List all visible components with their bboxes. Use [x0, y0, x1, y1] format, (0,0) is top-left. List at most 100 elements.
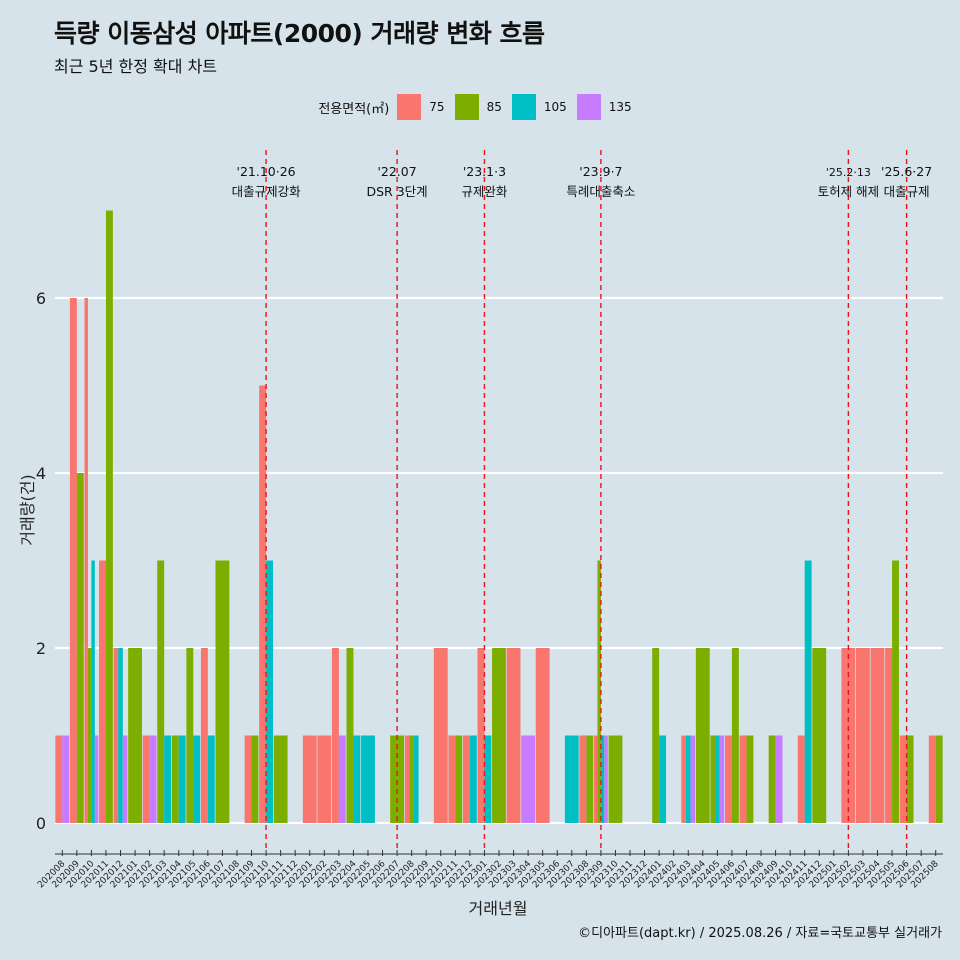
bar-105-202309 [600, 735, 605, 823]
bar-105-202411 [804, 560, 812, 823]
bar-135-202405 [719, 735, 725, 823]
bar-105-202307 [564, 735, 579, 823]
legend-item-105: 105 [511, 94, 567, 120]
bar-75-202303 [506, 648, 521, 823]
bar-105-202010 [91, 560, 95, 823]
bar-75-202211 [448, 735, 456, 823]
bar-75-202508 [928, 735, 936, 823]
bar-85-202505 [892, 560, 899, 823]
y-tick-label: 4 [36, 464, 46, 483]
x-axis-label: 거래년월 [469, 899, 528, 918]
bar-75-202305 [535, 648, 550, 823]
bar-75-202011 [99, 560, 106, 823]
bar-85-202010 [87, 648, 92, 823]
bar-75-202008 [55, 735, 63, 823]
event-label: 특례대출축소 [566, 184, 635, 199]
event-date: '25.2·13 [826, 166, 871, 179]
bar-75-202505 [885, 648, 893, 823]
chart-title: 득량 이동삼성 아파트(2000) 거래량 변화 흐름 [54, 19, 545, 48]
bar-135-202012 [122, 735, 128, 823]
bar-85-202103 [157, 560, 165, 823]
bar-75-202406 [725, 735, 732, 823]
event-date: '23.9·7 [579, 164, 622, 179]
bar-85-202401 [652, 648, 660, 823]
bar-85-202105 [186, 648, 194, 823]
bar-85-202405 [710, 735, 716, 823]
bar-105-202103 [164, 735, 172, 823]
bar-85-202508 [935, 735, 943, 823]
bar-85-202310 [608, 735, 623, 823]
bar-85-202302 [492, 648, 506, 823]
bar-85-202204 [346, 648, 354, 823]
legend-swatch-85 [454, 94, 479, 120]
bar-105-202403 [685, 735, 691, 823]
bar-135-202304 [521, 735, 536, 823]
bar-105-202405 [715, 735, 720, 823]
bar-75-202503 [856, 648, 870, 823]
bar-105-202301 [484, 735, 492, 823]
bar-85-202109 [251, 735, 259, 823]
bar-75-202106 [200, 648, 208, 823]
bar-75-202308 [579, 735, 587, 823]
bar-105-202205 [361, 735, 375, 823]
legend-item-135: 135 [576, 94, 632, 120]
bar-75-202210 [433, 648, 448, 823]
bar-85-202406 [731, 648, 739, 823]
bar-85-202308 [586, 735, 594, 823]
bar-85-202011 [105, 210, 113, 823]
bar-135-202010 [94, 735, 99, 823]
legend-item-85: 85 [454, 94, 502, 120]
bar-75-202102 [142, 735, 150, 823]
bar-75-202009 [69, 298, 77, 823]
bar-105-202204 [353, 735, 361, 823]
bar-75-202504 [870, 648, 885, 823]
bar-85-202111 [273, 735, 288, 823]
bar-135-202102 [149, 735, 157, 823]
bar-105-202012 [118, 648, 123, 823]
legend-label-105: 105 [543, 100, 567, 114]
legend-item-75: 75 [397, 94, 445, 120]
bar-105-202105 [193, 735, 201, 823]
bar-75-202208 [404, 735, 410, 823]
y-axis: 0 2 4 6 [36, 289, 46, 833]
bar-105-202106 [207, 735, 215, 823]
event-label: 대출규제강화 [232, 184, 302, 199]
legend-label-75: 75 [429, 100, 445, 114]
bars [55, 210, 943, 823]
bar-85-202101 [128, 648, 142, 823]
legend-swatch-135 [576, 94, 601, 120]
bar-85-202207 [390, 735, 405, 823]
legend-swatch-75 [397, 94, 422, 120]
bar-75-202506 [899, 735, 907, 823]
event-date: '22.07 [377, 164, 416, 179]
event-lines: '21.10·26 대출규제강화 '22.07 DSR 3단계 '23.1·3 규제완화 '… [232, 150, 932, 850]
y-tick-label: 2 [36, 639, 46, 658]
event-label: 토허제 해제 [818, 184, 879, 199]
event-date: '23.1·3 [463, 164, 506, 179]
legend-label-135: 135 [608, 100, 632, 114]
x-axis: 2020082020092020102020112020122021012021… [36, 850, 943, 890]
bar-85-202407 [746, 735, 754, 823]
bar-135-202008 [62, 735, 70, 823]
bar-75-202411 [797, 735, 805, 823]
bar-75-202012 [113, 648, 119, 823]
bar-85-202107 [215, 560, 230, 823]
bar-85-202211 [455, 735, 463, 823]
bar-75-202403 [681, 735, 686, 823]
legend: 전용면적(㎡) 75 85 105 135 [0, 93, 960, 121]
bar-85-202009 [76, 473, 84, 823]
event-date: '25.6·27 [881, 164, 932, 179]
bar-85-202412 [812, 648, 827, 823]
bar-75-202109 [244, 735, 252, 823]
bar-75-202110 [259, 385, 267, 823]
event-date: '21.10·26 [237, 164, 296, 179]
chart-subtitle: 최근 5년 한정 확대 차트 [54, 57, 218, 76]
bar-105-202208 [413, 735, 419, 823]
y-tick-label: 6 [36, 289, 46, 308]
legend-label-85: 85 [486, 100, 502, 114]
bar-85-202309 [597, 560, 601, 823]
bar-75-202309 [593, 735, 598, 823]
bar-75-202407 [739, 735, 747, 823]
event-label: 대출규제 [884, 184, 930, 199]
